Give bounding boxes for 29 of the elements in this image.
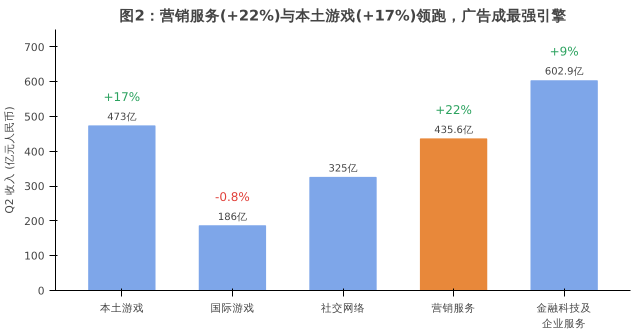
x-tick-label: 国际游戏 (210, 302, 254, 314)
y-axis-title: Q2 收入 (亿元人民币) (3, 106, 16, 214)
y-tick-label: 400 (24, 145, 45, 158)
y-tick-label: 500 (24, 110, 45, 124)
annotation: +22% (435, 102, 472, 117)
x-tick-label: 本土游戏 (100, 302, 144, 314)
y-tick-label: 0 (38, 284, 45, 298)
data-label: 435.6亿 (434, 124, 473, 136)
bar (309, 176, 377, 290)
x-tick-label: 社交网络 (321, 302, 365, 314)
annotation: +17% (103, 90, 140, 104)
bar (198, 225, 266, 290)
x-tick-label: 营销服务 (432, 302, 476, 314)
bar (88, 125, 156, 290)
data-label: 186亿 (218, 212, 247, 223)
y-tick-label: 700 (24, 40, 45, 54)
data-label: 602.9亿 (544, 66, 584, 78)
y-tick-label: 100 (24, 250, 45, 263)
data-label: 325亿 (328, 163, 358, 174)
annotation: -0.8% (215, 190, 250, 204)
data-label: 473亿 (107, 112, 136, 123)
bar (530, 80, 598, 290)
chart-title: 图2：营销服务(+22%)与本土游戏(+17%)领跑，广告成最强引擎 (120, 6, 568, 24)
y-tick-label: 600 (24, 76, 45, 89)
y-tick-label: 300 (24, 180, 45, 194)
annotation: +9% (550, 44, 579, 59)
y-tick-label: 200 (24, 214, 45, 228)
x-tick-label: 金融科技及企业服务 (536, 302, 592, 330)
bar (420, 138, 488, 290)
